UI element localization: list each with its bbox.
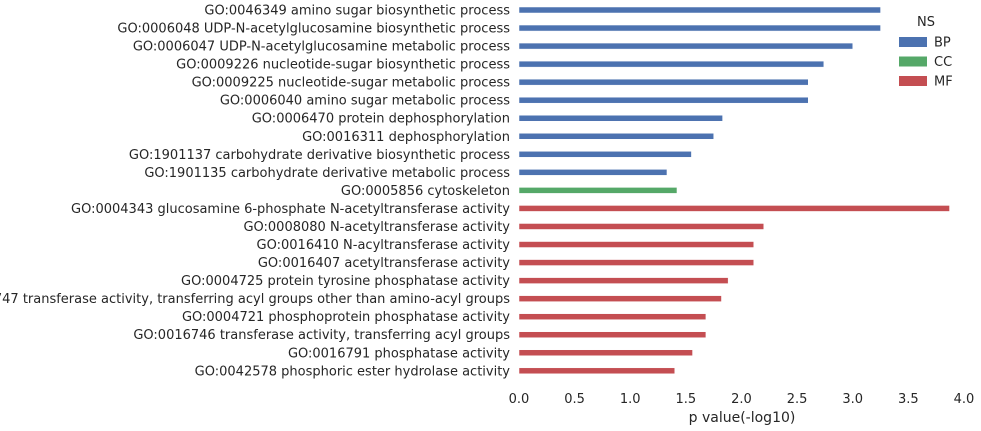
category-label: GO:0006048 UDP-N-acetylglucosamine biosy… xyxy=(117,22,510,37)
x-tick-labels: 0.0 0.5 1.0 1.5 2.0 2.5 3.0 3.5 4.0 xyxy=(509,392,975,407)
category-label: GO:0016746 transferase activity, transfe… xyxy=(133,328,510,343)
bar-mf xyxy=(518,241,754,248)
bar-bp xyxy=(518,133,714,140)
category-label: GO:0004343 glucosamine 6-phosphate N-ace… xyxy=(71,202,510,217)
bar-bp xyxy=(518,169,668,176)
category-label: GO:0016407 acetyltransferase activity xyxy=(258,256,510,271)
bars-group xyxy=(518,6,950,375)
bar-bp xyxy=(518,60,825,68)
bar-mf xyxy=(518,277,729,284)
category-label: GO:0009225 nucleotide-sugar metabolic pr… xyxy=(192,76,511,91)
legend-label-bp: BP xyxy=(934,36,951,51)
legend-label-cc: CC xyxy=(934,55,952,70)
category-label: GO:1901137 carbohydrate derivative biosy… xyxy=(129,148,510,163)
category-label: GO:0016311 dephosphorylation xyxy=(302,130,510,145)
x-tick-label: 1.0 xyxy=(620,392,641,407)
category-label: GO:0005856 cytoskeleton xyxy=(341,184,510,199)
category-label: GO:1901135 carbohydrate derivative metab… xyxy=(144,166,510,181)
bar-bp xyxy=(518,96,809,104)
category-labels: GO:0046349 amino sugar biosynthetic proc… xyxy=(0,4,510,380)
x-tick-label: 2.0 xyxy=(731,392,752,407)
bar-mf xyxy=(518,295,722,302)
legend-swatch-mf xyxy=(899,76,927,86)
legend-title: NS xyxy=(917,15,935,30)
category-label: GO:0006047 UDP-N-acetylglucosamine metab… xyxy=(133,40,510,55)
bar-bp xyxy=(518,78,809,86)
bar-mf xyxy=(518,223,764,230)
legend-swatch-cc xyxy=(899,56,927,67)
x-tick-label: 0.5 xyxy=(564,392,585,407)
bar-mf xyxy=(518,205,950,212)
category-label: GO:0006470 protein dephosphorylation xyxy=(252,112,510,127)
category-label: GO:0046349 amino sugar biosynthetic proc… xyxy=(204,4,510,19)
bar-mf xyxy=(518,349,693,357)
x-axis-label: p value(-log10) xyxy=(689,410,796,426)
bar-cc xyxy=(518,187,678,194)
category-label: GO:0042578 phosphoric ester hydrolase ac… xyxy=(195,364,511,379)
category-label: GO:0004721 phosphoprotein phosphatase ac… xyxy=(182,310,510,325)
bar-bp xyxy=(518,42,853,50)
category-label: GO:0016791 phosphatase activity xyxy=(288,346,510,361)
category-label: GO:0008080 N-acetyltransferase activity xyxy=(243,220,510,235)
bar-bp xyxy=(518,114,723,122)
bar-mf xyxy=(518,367,675,375)
bar-mf xyxy=(518,331,707,338)
bar-bp xyxy=(518,6,881,14)
category-label: GO:0006040 amino sugar metabolic process xyxy=(220,94,510,109)
category-label: GO:0016410 N-acyltransferase activity xyxy=(257,238,511,253)
bar-bp xyxy=(518,24,881,32)
legend-swatch-bp xyxy=(899,37,927,47)
x-tick-label: 0.0 xyxy=(509,392,530,407)
x-tick-label: 3.5 xyxy=(898,392,919,407)
category-label: GO:0004725 protein tyrosine phosphatase … xyxy=(181,274,510,289)
legend-label-mf: MF xyxy=(934,75,953,90)
category-label: GO:0016747 transferase activity, transfe… xyxy=(0,292,510,307)
x-tick-label: 2.5 xyxy=(787,392,808,407)
bar-mf xyxy=(518,259,754,266)
category-label: GO:0009226 nucleotide-sugar biosynthetic… xyxy=(176,58,510,73)
x-tick-label: 3.0 xyxy=(842,392,863,407)
bar-mf xyxy=(518,313,707,320)
bar-bp xyxy=(518,151,692,158)
x-tick-label: 4.0 xyxy=(954,392,975,407)
legend: NS BP CC MF xyxy=(899,15,953,90)
x-tick-label: 1.5 xyxy=(676,392,697,407)
